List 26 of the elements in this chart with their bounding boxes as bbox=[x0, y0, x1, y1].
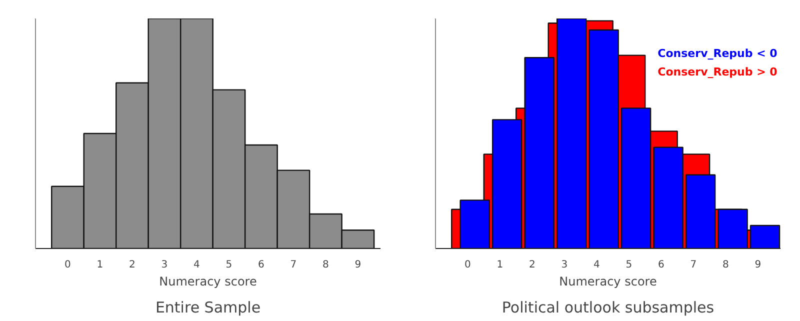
x-tick-label: 8 bbox=[722, 260, 729, 270]
x-tick-label: 4 bbox=[594, 260, 600, 270]
text: Conserv_Repub < 0 bbox=[658, 46, 778, 60]
x-tick-label: 0 bbox=[64, 260, 71, 270]
x-tick-label: 0 bbox=[464, 260, 471, 270]
x-tick-label: 6 bbox=[658, 260, 664, 270]
text: Entire Sample bbox=[155, 298, 261, 316]
x-tick-label: 6 bbox=[258, 260, 264, 270]
x-tick-label: 3 bbox=[561, 260, 568, 270]
x-tick-label: 8 bbox=[322, 260, 329, 270]
x-tick-label: 7 bbox=[690, 260, 697, 270]
x-axis-title: Numeracy score bbox=[559, 274, 657, 288]
x-tick-label: 9 bbox=[754, 260, 762, 270]
x-tick-label: 4 bbox=[194, 260, 200, 270]
x-tick-label: 2 bbox=[529, 260, 536, 270]
x-tick-label: 5 bbox=[226, 260, 232, 270]
x-tick-label: 1 bbox=[96, 260, 104, 270]
x-tick-label: 1 bbox=[496, 260, 504, 270]
x-tick-label: 2 bbox=[129, 260, 136, 270]
x-tick-label: 3 bbox=[161, 260, 168, 270]
x-tick-label: 5 bbox=[626, 260, 632, 270]
x-axis-title: Numeracy score bbox=[159, 274, 257, 288]
series-label: Conserv_Repub > 0 bbox=[658, 65, 778, 78]
x-tick-label: 7 bbox=[290, 260, 297, 270]
text: Political outlook subsamples bbox=[502, 298, 714, 316]
x-tick-label: 9 bbox=[354, 260, 362, 270]
